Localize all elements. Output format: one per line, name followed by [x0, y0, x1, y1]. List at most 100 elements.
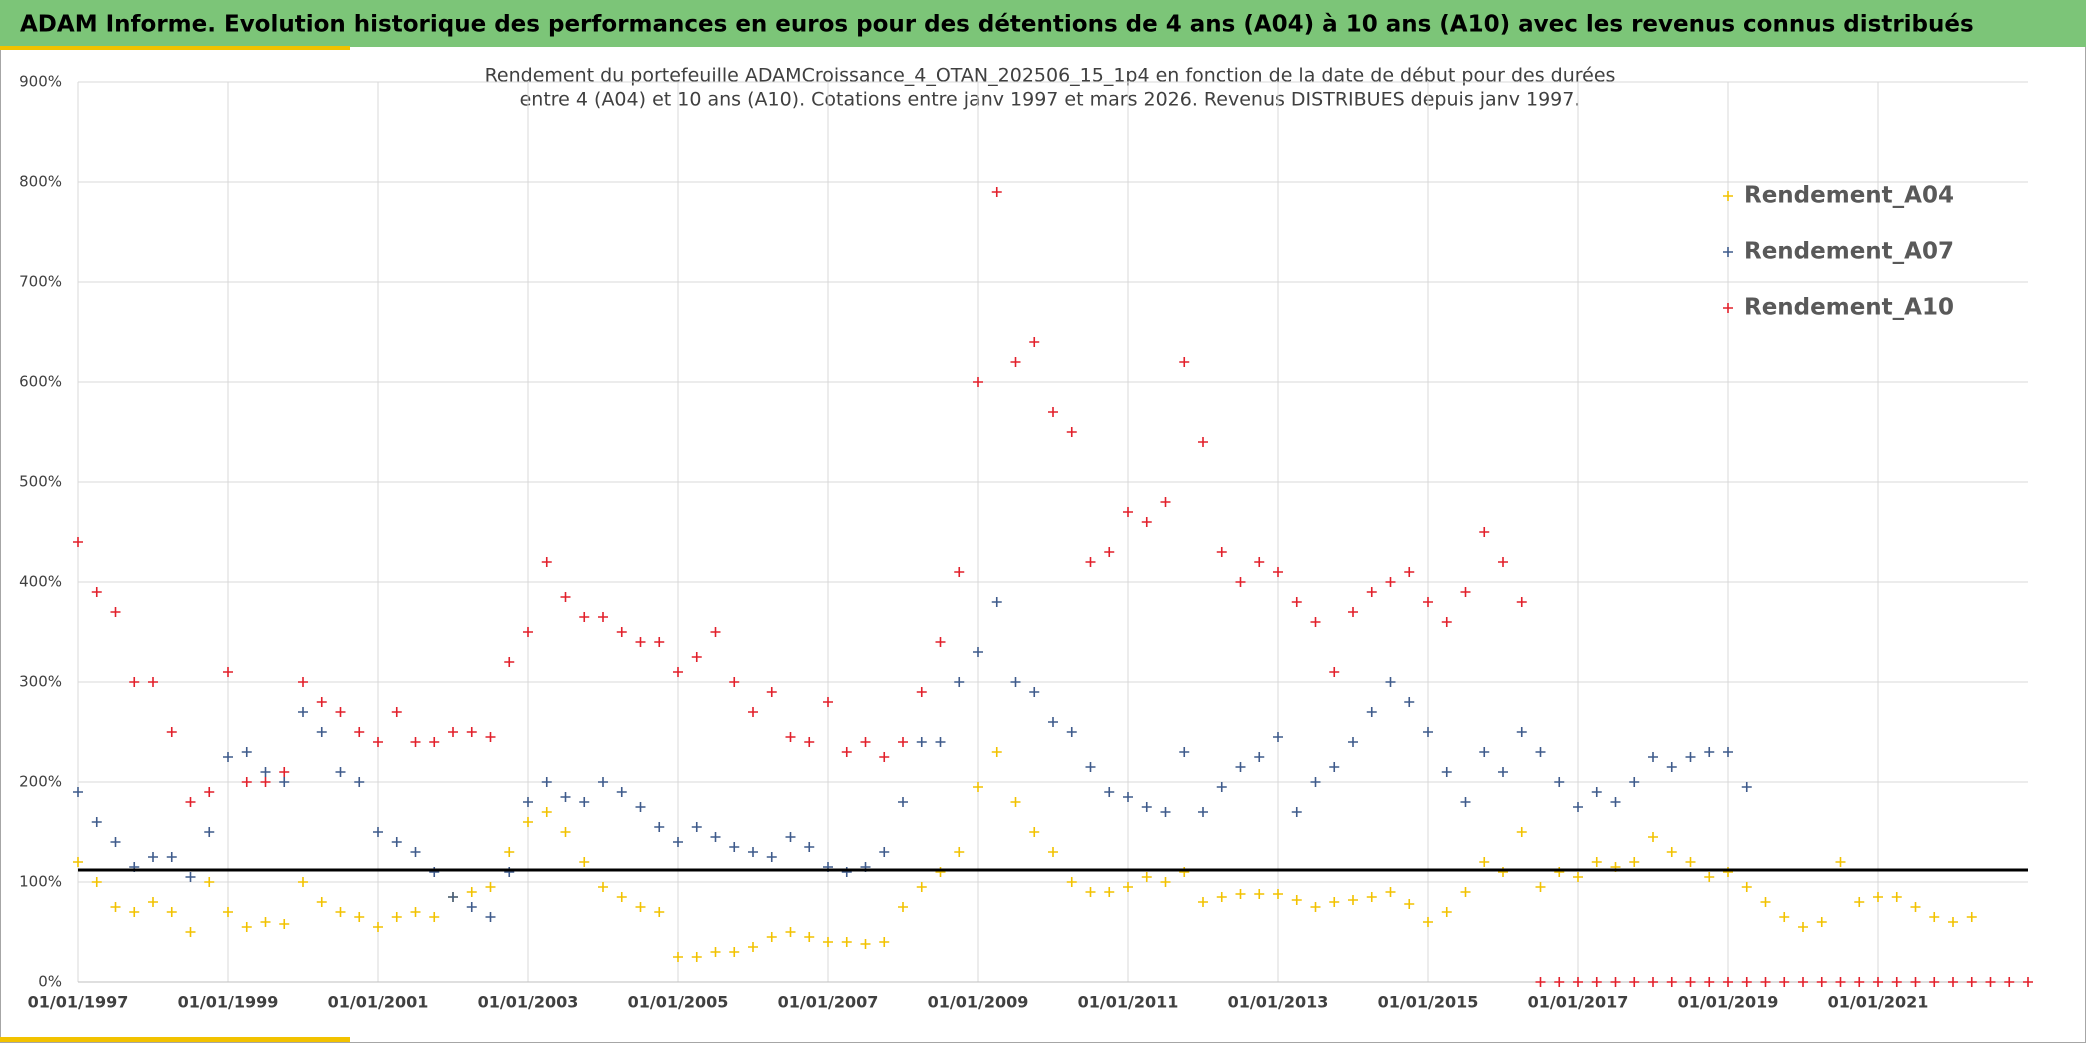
point: [635, 802, 646, 812]
x-tick-label: 01/01/2007: [778, 993, 879, 1012]
point: [673, 837, 683, 847]
point: [654, 822, 665, 832]
point: [223, 752, 233, 762]
point: [916, 882, 927, 892]
point: [916, 687, 927, 697]
point: [1404, 697, 1415, 707]
point: [1160, 497, 1171, 507]
point: [973, 647, 983, 657]
point: [204, 877, 215, 887]
point: [1648, 977, 1658, 987]
point: [1704, 747, 1715, 757]
point: [1929, 977, 1940, 987]
point: [1216, 547, 1227, 557]
point: [110, 902, 121, 912]
point: [1291, 597, 1302, 607]
point: [785, 927, 796, 937]
point: [260, 777, 271, 787]
y-tick-label: 300%: [19, 673, 62, 691]
point: [879, 937, 890, 947]
point: [748, 707, 758, 717]
point: [110, 837, 121, 847]
y-tick-label: 900%: [19, 73, 62, 91]
point: [635, 637, 646, 647]
point: [1254, 752, 1265, 762]
point: [991, 187, 1002, 197]
point: [879, 847, 890, 857]
point: [241, 747, 252, 757]
point: [1891, 977, 1902, 987]
point: [1104, 787, 1115, 797]
point: [766, 932, 777, 942]
point: [1535, 882, 1546, 892]
point: [1648, 832, 1658, 842]
point: [1385, 887, 1396, 897]
point: [560, 827, 571, 837]
point: [1066, 427, 1077, 437]
point: [204, 827, 215, 837]
x-tick-label: 01/01/2017: [1528, 993, 1629, 1012]
point: [1329, 897, 1340, 907]
point: [1835, 977, 1846, 987]
point: [1310, 902, 1321, 912]
point: [316, 897, 327, 907]
point: [541, 807, 552, 817]
point: [1554, 977, 1565, 987]
point: [954, 847, 965, 857]
point: [1029, 687, 1040, 697]
point: [298, 707, 308, 717]
point: [485, 912, 496, 922]
point: [1066, 727, 1077, 737]
y-tick-label: 500%: [19, 473, 62, 491]
marks: [73, 187, 2033, 987]
point: [560, 592, 571, 602]
point: [991, 597, 1002, 607]
point: [1235, 889, 1246, 899]
point: [1535, 977, 1546, 987]
point: [1798, 922, 1808, 932]
point: [1966, 912, 1977, 922]
legend-label: Rendement_A10: [1744, 295, 1954, 321]
point: [710, 832, 721, 842]
point: [523, 627, 533, 637]
legend-marker: [1723, 247, 1733, 257]
point: [1123, 507, 1133, 517]
point: [485, 732, 496, 742]
point: [860, 737, 871, 747]
point: [1216, 892, 1227, 902]
x-tick-label: 01/01/2015: [1378, 993, 1479, 1012]
point: [1629, 857, 1640, 867]
point: [898, 797, 908, 807]
point: [1873, 892, 1883, 902]
point: [691, 952, 702, 962]
point: [1198, 437, 1208, 447]
point: [1366, 892, 1377, 902]
point: [1835, 857, 1846, 867]
x-tick-label: 01/01/2013: [1228, 993, 1329, 1012]
point: [973, 782, 983, 792]
point: [1629, 977, 1640, 987]
point: [1423, 727, 1433, 737]
point: [1779, 977, 1790, 987]
point: [748, 942, 758, 952]
point: [1666, 977, 1677, 987]
point: [1498, 557, 1508, 567]
point: [748, 847, 758, 857]
point: [185, 927, 196, 937]
point: [1460, 587, 1471, 597]
point: [541, 557, 552, 567]
point: [1723, 977, 1733, 987]
point: [279, 919, 290, 929]
point: [1573, 802, 1583, 812]
point: [1048, 847, 1058, 857]
point: [841, 937, 852, 947]
point: [1910, 977, 1921, 987]
point: [1798, 977, 1808, 987]
point: [654, 637, 665, 647]
point: [1235, 577, 1246, 587]
point: [1123, 792, 1133, 802]
point: [1198, 897, 1208, 907]
point: [1460, 797, 1471, 807]
point: [410, 847, 421, 857]
